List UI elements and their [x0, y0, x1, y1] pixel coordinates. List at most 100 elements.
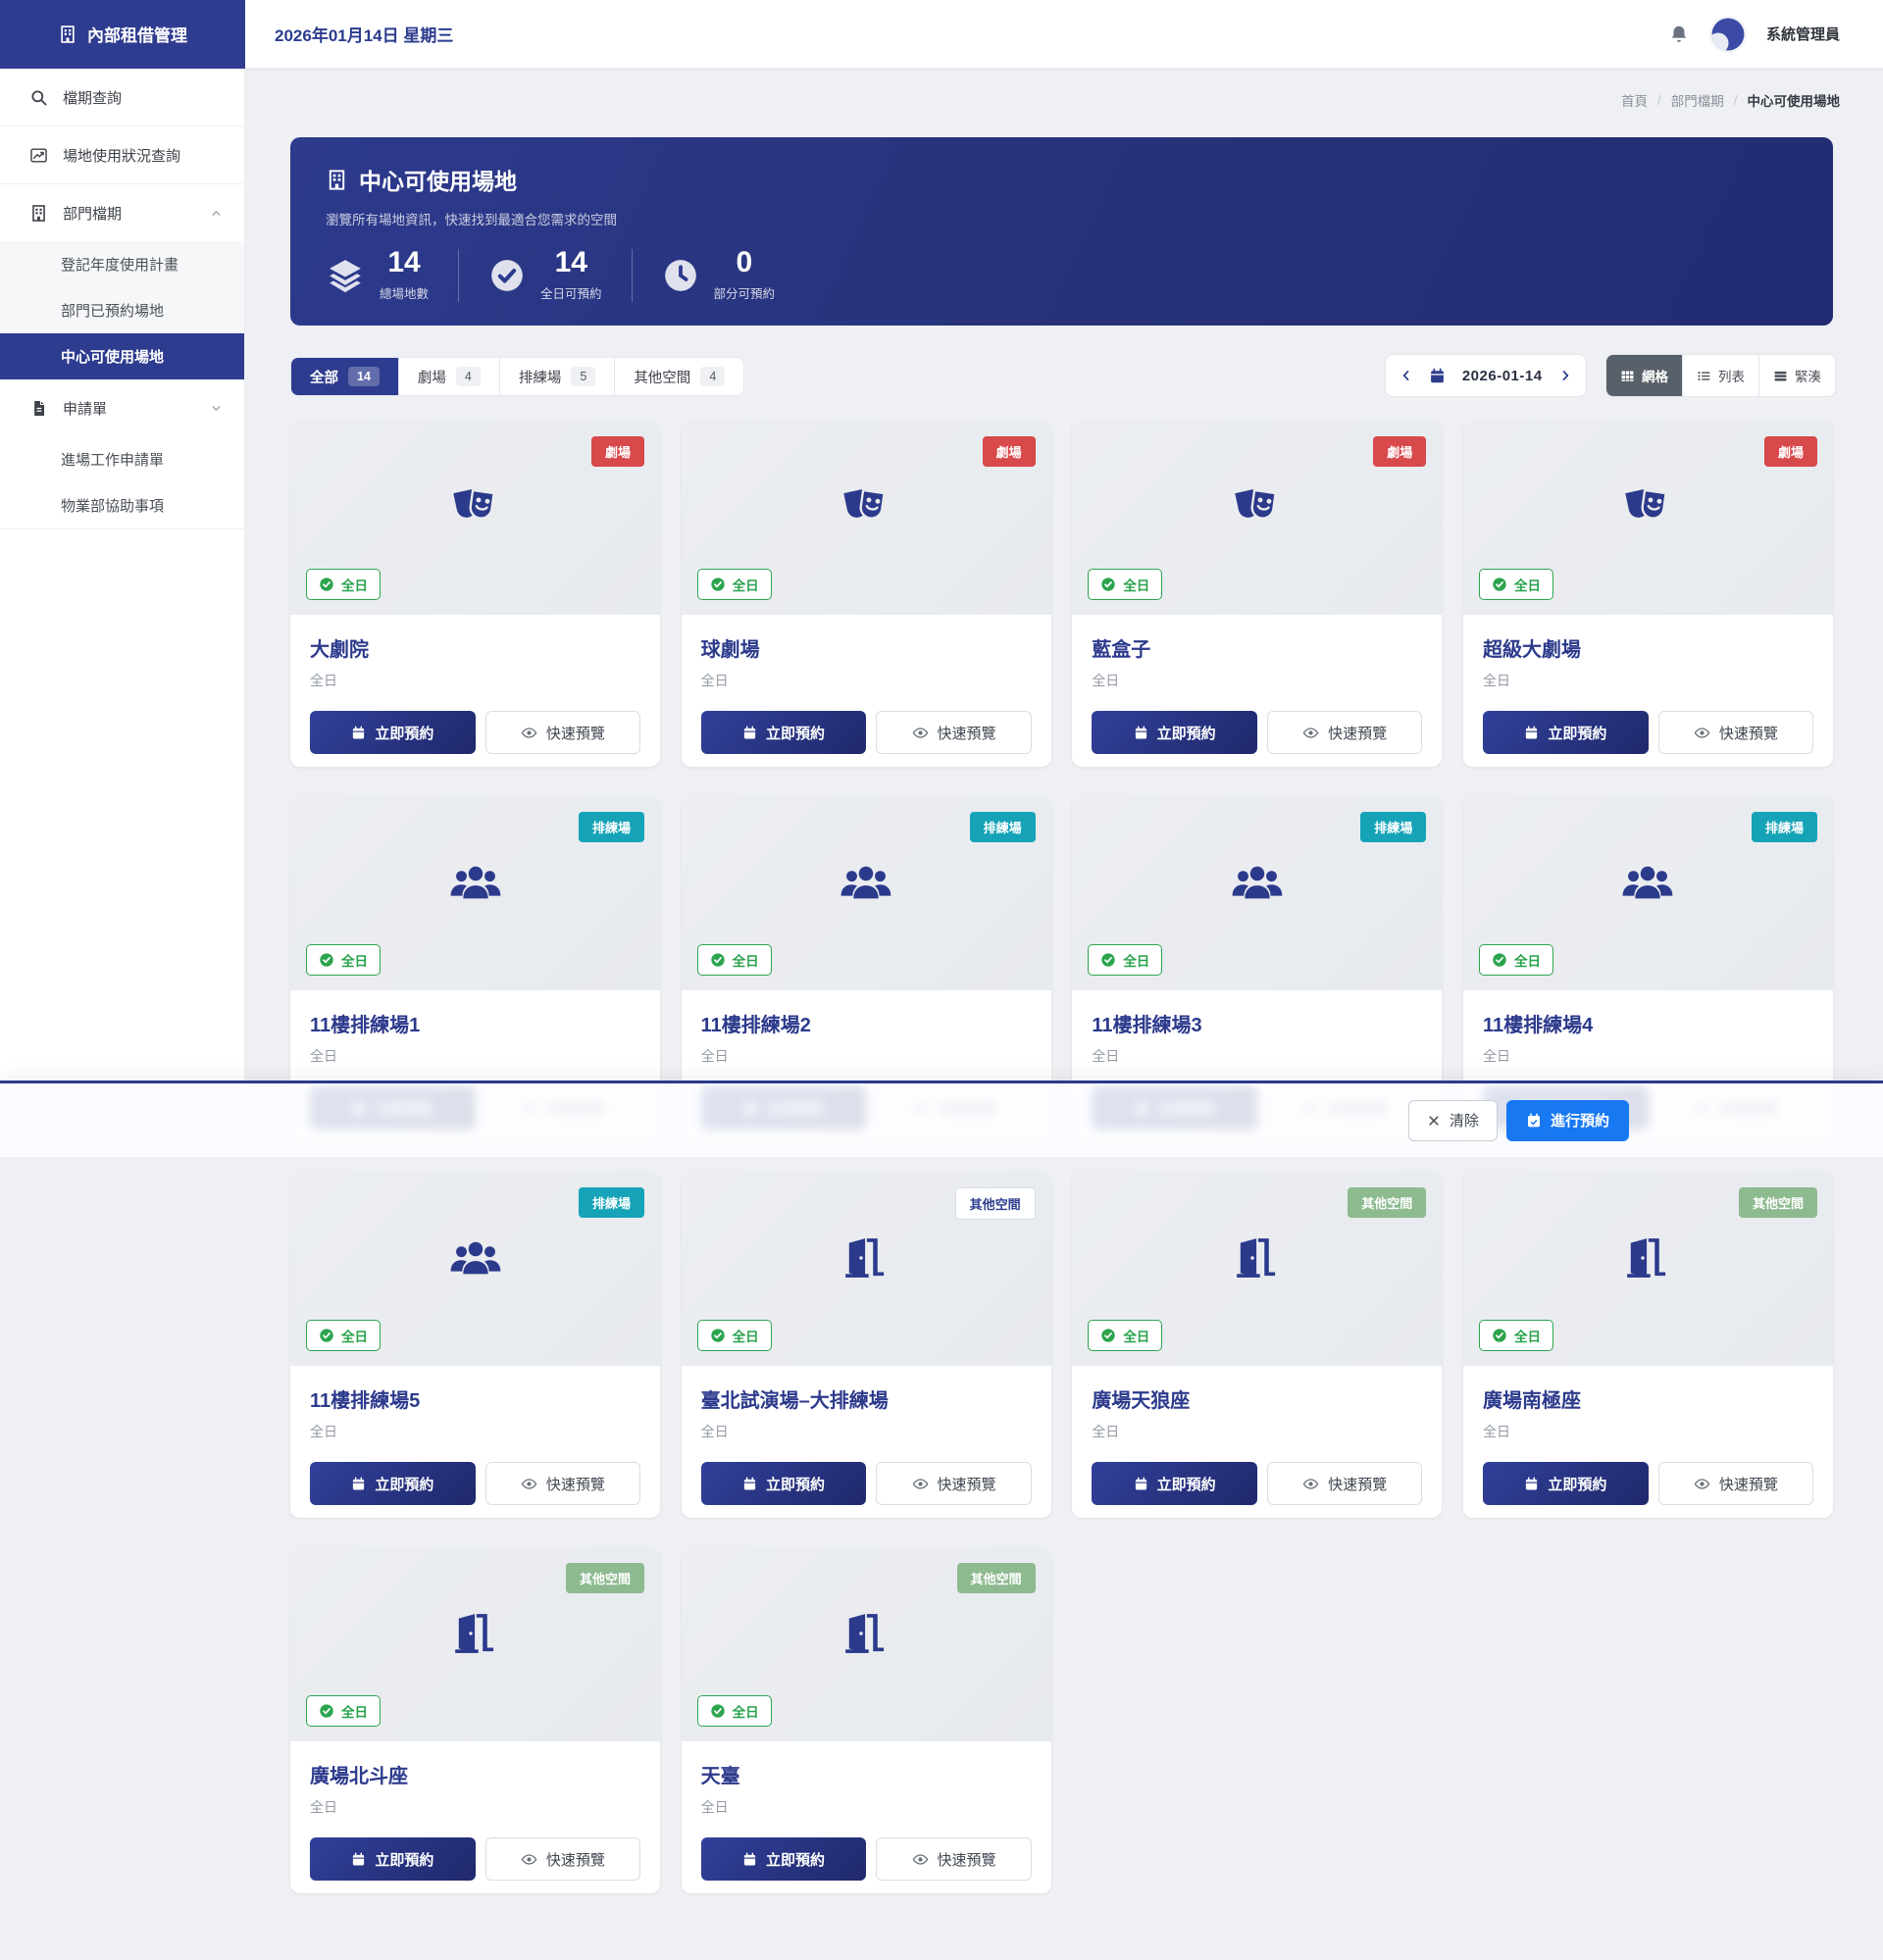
preview-button-label: 快速預覽	[937, 1476, 996, 1493]
quick-preview-button[interactable]: 快速預覽	[876, 711, 1032, 754]
quick-preview-button[interactable]: 快速預覽	[1267, 711, 1423, 754]
sidebar-item-schedule-search[interactable]: 檔期查詢	[0, 69, 244, 126]
proceed-booking-button[interactable]: 進行預約	[1505, 1099, 1629, 1141]
view-mode-label: 網格	[1642, 370, 1668, 384]
sidebar-item-label: 部門檔期	[63, 205, 123, 223]
breadcrumb-section[interactable]: 部門檔期	[1670, 94, 1724, 109]
sidebar-item-available-venues[interactable]: 中心可使用場地	[0, 333, 244, 379]
calendar-icon	[351, 1852, 366, 1867]
calendar-icon	[742, 1477, 757, 1491]
book-button-label: 立即預約	[375, 1851, 434, 1869]
filter-tab-label: 其他空間	[634, 370, 691, 386]
selection-action-bar: 清除 進行預約	[0, 1081, 1883, 1157]
sidebar-item-dept-booked[interactable]: 部門已預約場地	[0, 287, 244, 333]
quick-preview-button[interactable]: 快速預覽	[1657, 711, 1813, 754]
bell-icon[interactable]	[1668, 24, 1690, 45]
breadcrumb-home[interactable]: 首頁	[1620, 94, 1648, 109]
header-date: 2026年01月14日 星期三	[275, 26, 454, 45]
quick-preview-button[interactable]: 快速預覽	[484, 1462, 640, 1505]
venue-subtitle: 全日	[700, 673, 729, 688]
chevron-up-icon	[210, 207, 223, 220]
page-subtitle: 瀏覽所有場地資訊，快速找到最適合您需求的空間	[326, 213, 617, 227]
venue-icon	[1229, 1230, 1286, 1286]
availability-label: 全日	[732, 1330, 759, 1344]
sidebar-item-applications[interactable]: 申請單	[0, 379, 244, 436]
availability-badge: 全日	[1478, 944, 1553, 976]
book-now-button[interactable]: 立即預約	[700, 1462, 867, 1505]
venue-image-area: 排練場 全日	[681, 796, 1051, 990]
venue-subtitle: 全日	[700, 1799, 729, 1815]
sidebar-subitem-label: 物業部協助事項	[61, 498, 165, 515]
stat-value: 14	[554, 246, 587, 278]
venue-icon	[1229, 478, 1286, 535]
quick-preview-button[interactable]: 快速預覽	[1267, 1462, 1423, 1505]
venue-title: 廣場南極座	[1482, 1390, 1581, 1412]
stat-partial-available: 0 部分可預約	[662, 248, 775, 302]
quick-preview-button[interactable]: 快速預覽	[876, 1462, 1032, 1505]
eye-icon	[1694, 1476, 1710, 1492]
venue-title: 球劇場	[700, 639, 760, 661]
sidebar-item-venue-usage[interactable]: 場地使用狀況查詢	[0, 126, 244, 183]
sidebar-item-dept-schedule[interactable]: 部門檔期	[0, 184, 244, 241]
filter-tab-rehearsal[interactable]: 排練場 5	[498, 358, 614, 395]
quick-preview-button[interactable]: 快速預覽	[1657, 1462, 1813, 1505]
quick-preview-button[interactable]: 快速預覽	[484, 711, 640, 754]
venue-subtitle: 全日	[1482, 673, 1510, 688]
book-now-button[interactable]: 立即預約	[310, 711, 476, 754]
availability-label: 全日	[1513, 1330, 1541, 1344]
category-badge: 劇場	[1373, 436, 1427, 467]
filter-tab-all[interactable]: 全部 14	[291, 358, 398, 395]
view-mode-compact[interactable]: 緊湊	[1758, 355, 1835, 396]
venue-title: 11樓排練場4	[1482, 1015, 1594, 1036]
app-logo: 內部租借管理	[0, 0, 245, 69]
book-now-button[interactable]: 立即預約	[700, 1837, 867, 1881]
compact-icon	[1773, 369, 1788, 383]
filter-tab-label: 排練場	[518, 370, 562, 386]
sidebar-item-annual-plan[interactable]: 登記年度使用計畫	[0, 241, 244, 287]
breadcrumb: 首頁 / 部門檔期 / 中心可使用場地	[1621, 90, 1840, 110]
sidebar-item-entry-work-form[interactable]: 進場工作申請單	[0, 436, 244, 482]
user-name[interactable]: 系統管理員	[1765, 26, 1840, 43]
view-mode-list[interactable]: 列表	[1682, 355, 1758, 396]
book-now-button[interactable]: 立即預約	[310, 1462, 476, 1505]
book-now-button[interactable]: 立即預約	[700, 711, 867, 754]
date-value[interactable]: 2026-01-14	[1461, 367, 1543, 384]
calendar-icon[interactable]	[1429, 368, 1446, 384]
availability-label: 全日	[1513, 578, 1541, 593]
book-button-label: 立即預約	[375, 725, 434, 742]
view-mode-grid[interactable]: 網格	[1606, 355, 1682, 396]
avatar[interactable]	[1709, 16, 1747, 53]
venue-grid: 劇場 全日 大劇院 全日 立即預約 快速預覽 劇場	[290, 421, 1833, 1893]
venue-icon	[1619, 478, 1676, 535]
venue-image-area: 排練場 全日	[290, 1172, 660, 1366]
book-now-button[interactable]: 立即預約	[1092, 711, 1258, 754]
availability-label: 全日	[341, 954, 368, 969]
filter-tab-other-space[interactable]: 其他空間 4	[614, 358, 743, 395]
book-now-button[interactable]: 立即預約	[1482, 711, 1649, 754]
venue-image-area: 劇場 全日	[681, 421, 1051, 615]
divider	[0, 528, 244, 529]
venue-subtitle: 全日	[1092, 1424, 1120, 1439]
calendar-icon	[351, 1477, 366, 1491]
book-now-button[interactable]: 立即預約	[1092, 1462, 1258, 1505]
availability-badge: 全日	[1088, 944, 1163, 976]
filter-tab-label: 劇場	[417, 370, 446, 386]
category-badge: 排練場	[969, 812, 1036, 842]
eye-icon	[912, 1851, 929, 1868]
quick-preview-button[interactable]: 快速預覽	[484, 1837, 640, 1881]
chevron-right-icon[interactable]	[1558, 369, 1572, 382]
quick-preview-button[interactable]: 快速預覽	[876, 1837, 1032, 1881]
venue-subtitle: 全日	[310, 1424, 337, 1439]
venue-icon	[1619, 854, 1676, 911]
check-circle-icon	[319, 1703, 334, 1719]
sidebar-item-label: 檔期查詢	[63, 89, 123, 107]
clear-selection-button[interactable]: 清除	[1407, 1099, 1498, 1141]
chevron-left-icon[interactable]	[1400, 369, 1413, 382]
filter-tab-theater[interactable]: 劇場 4	[397, 358, 499, 395]
book-now-button[interactable]: 立即預約	[1482, 1462, 1649, 1505]
category-badge: 排練場	[1751, 812, 1817, 842]
sidebar-item-property-assist[interactable]: 物業部協助事項	[0, 482, 244, 528]
availability-badge: 全日	[306, 944, 381, 976]
hero-stats: 14 總場地數 14 全日可預約 0 部分可預約	[326, 248, 1798, 302]
book-now-button[interactable]: 立即預約	[310, 1837, 476, 1881]
